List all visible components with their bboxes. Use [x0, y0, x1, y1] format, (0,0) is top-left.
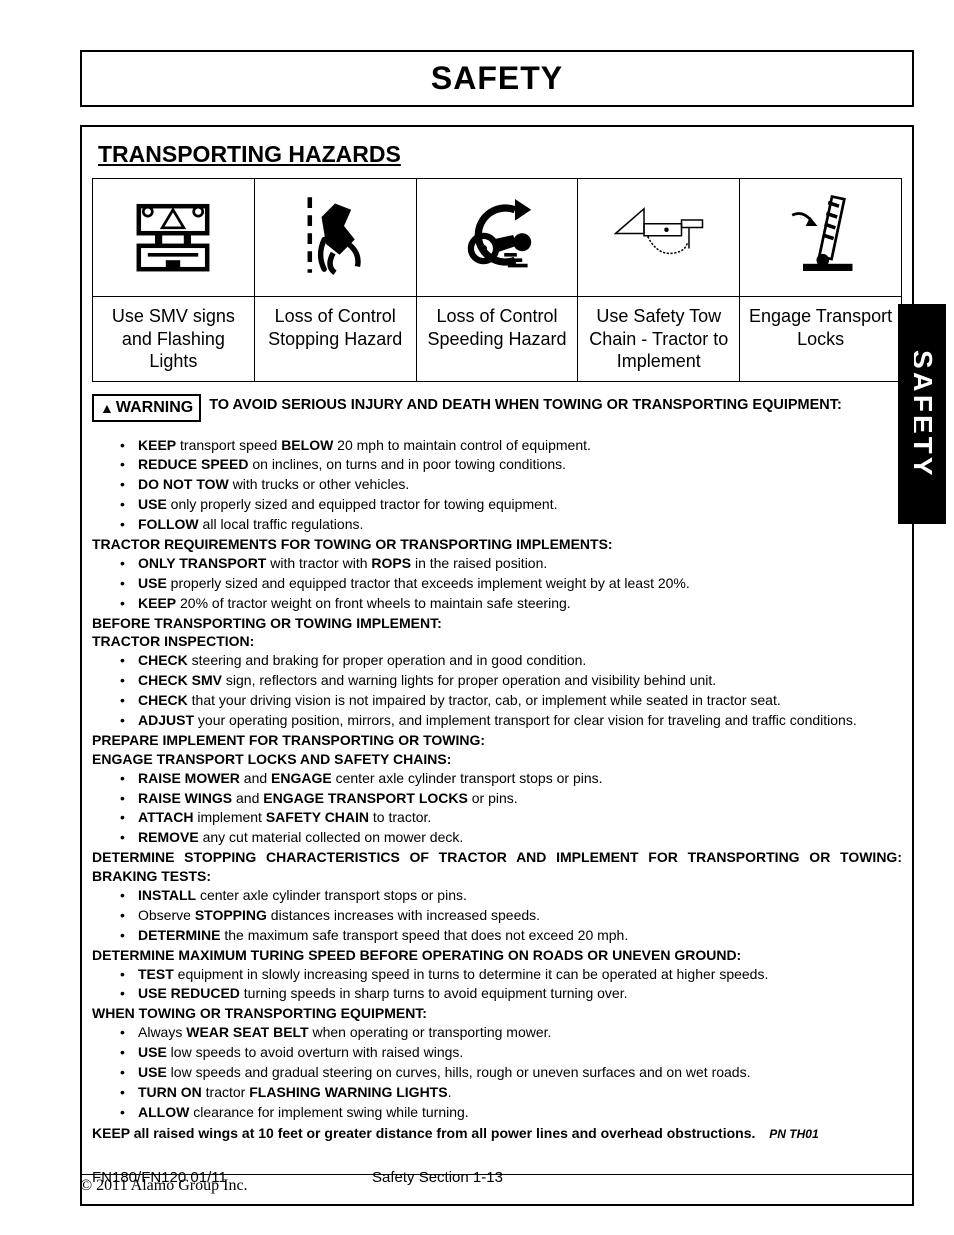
- section-title: TRANSPORTING HAZARDS: [92, 141, 902, 168]
- section-header: BRAKING TESTS:: [92, 867, 902, 886]
- hazard-icons-row: [93, 179, 902, 297]
- bullet-item: REDUCE SPEED on inclines, on turns and i…: [120, 455, 902, 474]
- section-header: DETERMINE STOPPING CHARACTERISTICS OF TR…: [92, 848, 902, 867]
- section-header: WHEN TOWING OR TRANSPORTING EQUIPMENT:: [92, 1004, 902, 1023]
- bullet-item: USE low speeds to avoid overturn with ra…: [120, 1043, 902, 1062]
- hazard-icon-stopping: [254, 179, 416, 297]
- section-header: DETERMINE MAXIMUM TURING SPEED BEFORE OP…: [92, 946, 902, 965]
- bullet-item: ADJUST your operating position, mirrors,…: [120, 711, 902, 730]
- bullet-item: USE properly sized and equipped tractor …: [120, 574, 902, 593]
- warning-triangle-icon: ▲: [100, 400, 114, 416]
- warning-text: TO AVOID SERIOUS INJURY AND DEATH WHEN T…: [209, 394, 842, 413]
- warning-row: ▲WARNING TO AVOID SERIOUS INJURY AND DEA…: [92, 394, 902, 422]
- transport-lock-icon: [776, 190, 866, 280]
- bullet-item: USE low speeds and gradual steering on c…: [120, 1063, 902, 1082]
- bullet-item: FOLLOW all local traffic regulations.: [120, 515, 902, 534]
- bullet-item: REMOVE any cut material collected on mow…: [120, 828, 902, 847]
- bullet-item: INSTALL center axle cylinder transport s…: [120, 886, 902, 905]
- bullet-item: CHECK SMV sign, reflectors and warning l…: [120, 671, 902, 690]
- safety-chain-icon: [614, 190, 704, 280]
- bullet-item: ONLY TRANSPORT with tractor with ROPS in…: [120, 554, 902, 573]
- page-title: SAFETY: [82, 60, 912, 97]
- hazard-icon-smv: [93, 179, 255, 297]
- title-box: SAFETY: [80, 50, 914, 107]
- bullet-item: TURN ON tractor FLASHING WARNING LIGHTS.: [120, 1083, 902, 1102]
- bullet-item: KEEP transport speed BELOW 20 mph to mai…: [120, 436, 902, 455]
- bullet-list: RAISE MOWER and ENGAGE center axle cylin…: [92, 769, 902, 848]
- section-header: TRACTOR INSPECTION:: [92, 632, 902, 651]
- section-header: PREPARE IMPLEMENT FOR TRANSPORTING OR TO…: [92, 731, 902, 750]
- smv-sign-icon: [128, 190, 218, 280]
- copyright: © 2011 Alamo Group Inc.: [80, 1174, 914, 1195]
- bullet-item: TEST equipment in slowly increasing spee…: [120, 965, 902, 984]
- section-header: ENGAGE TRANSPORT LOCKS AND SAFETY CHAINS…: [92, 750, 902, 769]
- bullet-list: Always WEAR SEAT BELT when operating or …: [92, 1023, 902, 1121]
- bullet-list: INSTALL center axle cylinder transport s…: [92, 886, 902, 945]
- body-text: KEEP transport speed BELOW 20 mph to mai…: [92, 436, 902, 1143]
- bullet-item: USE REDUCED turning speeds in sharp turn…: [120, 984, 902, 1003]
- bullet-list: TEST equipment in slowly increasing spee…: [92, 965, 902, 1004]
- section-header: BEFORE TRANSPORTING OR TOWING IMPLEMENT:: [92, 614, 902, 633]
- bullet-list: ONLY TRANSPORT with tractor with ROPS in…: [92, 554, 902, 613]
- bullet-list: KEEP transport speed BELOW 20 mph to mai…: [92, 436, 902, 534]
- bullet-item: CHECK steering and braking for proper op…: [120, 651, 902, 670]
- part-number: PN TH01: [759, 1127, 818, 1141]
- bullet-item: KEEP 20% of tractor weight on front whee…: [120, 594, 902, 613]
- content-box: TRANSPORTING HAZARDS: [80, 125, 914, 1206]
- stopping-hazard-icon: [290, 190, 380, 280]
- bullet-item: RAISE WINGS and ENGAGE TRANSPORT LOCKS o…: [120, 789, 902, 808]
- hazard-caption: Loss of Control Speeding Hazard: [416, 297, 578, 382]
- bullet-item: Always WEAR SEAT BELT when operating or …: [120, 1023, 902, 1042]
- bullet-item: ALLOW clearance for implement swing whil…: [120, 1103, 902, 1122]
- final-text: KEEP all raised wings at 10 feet or grea…: [92, 1125, 755, 1141]
- final-line: KEEP all raised wings at 10 feet or grea…: [92, 1124, 902, 1143]
- hazard-icon-safety-chain: [578, 179, 740, 297]
- bullet-list: CHECK steering and braking for proper op…: [92, 651, 902, 730]
- bullet-item: DO NOT TOW with trucks or other vehicles…: [120, 475, 902, 494]
- hazard-captions-row: Use SMV signs and Flashing Lights Loss o…: [93, 297, 902, 382]
- bullet-item: CHECK that your driving vision is not im…: [120, 691, 902, 710]
- bullet-item: RAISE MOWER and ENGAGE center axle cylin…: [120, 769, 902, 788]
- hazard-icon-speeding: [416, 179, 578, 297]
- section-header: TRACTOR REQUIREMENTS FOR TOWING OR TRANS…: [92, 535, 902, 554]
- hazard-table: Use SMV signs and Flashing Lights Loss o…: [92, 178, 902, 382]
- hazard-caption: Use Safety Tow Chain - Tractor to Implem…: [578, 297, 740, 382]
- bullet-item: USE only properly sized and equipped tra…: [120, 495, 902, 514]
- warning-label: WARNING: [116, 399, 193, 417]
- bullet-item: ATTACH implement SAFETY CHAIN to tractor…: [120, 808, 902, 827]
- bullet-item: Observe STOPPING distances increases wit…: [120, 906, 902, 925]
- hazard-caption: Use SMV signs and Flashing Lights: [93, 297, 255, 382]
- warning-badge: ▲WARNING: [92, 394, 201, 422]
- hazard-caption: Loss of Control Stopping Hazard: [254, 297, 416, 382]
- speeding-hazard-icon: [452, 190, 542, 280]
- bullet-item: DETERMINE the maximum safe transport spe…: [120, 926, 902, 945]
- page-container: SAFETY TRANSPORTING HAZARDS: [80, 50, 914, 1175]
- hazard-caption: Engage Transport Locks: [740, 297, 902, 382]
- hazard-icon-transport-locks: [740, 179, 902, 297]
